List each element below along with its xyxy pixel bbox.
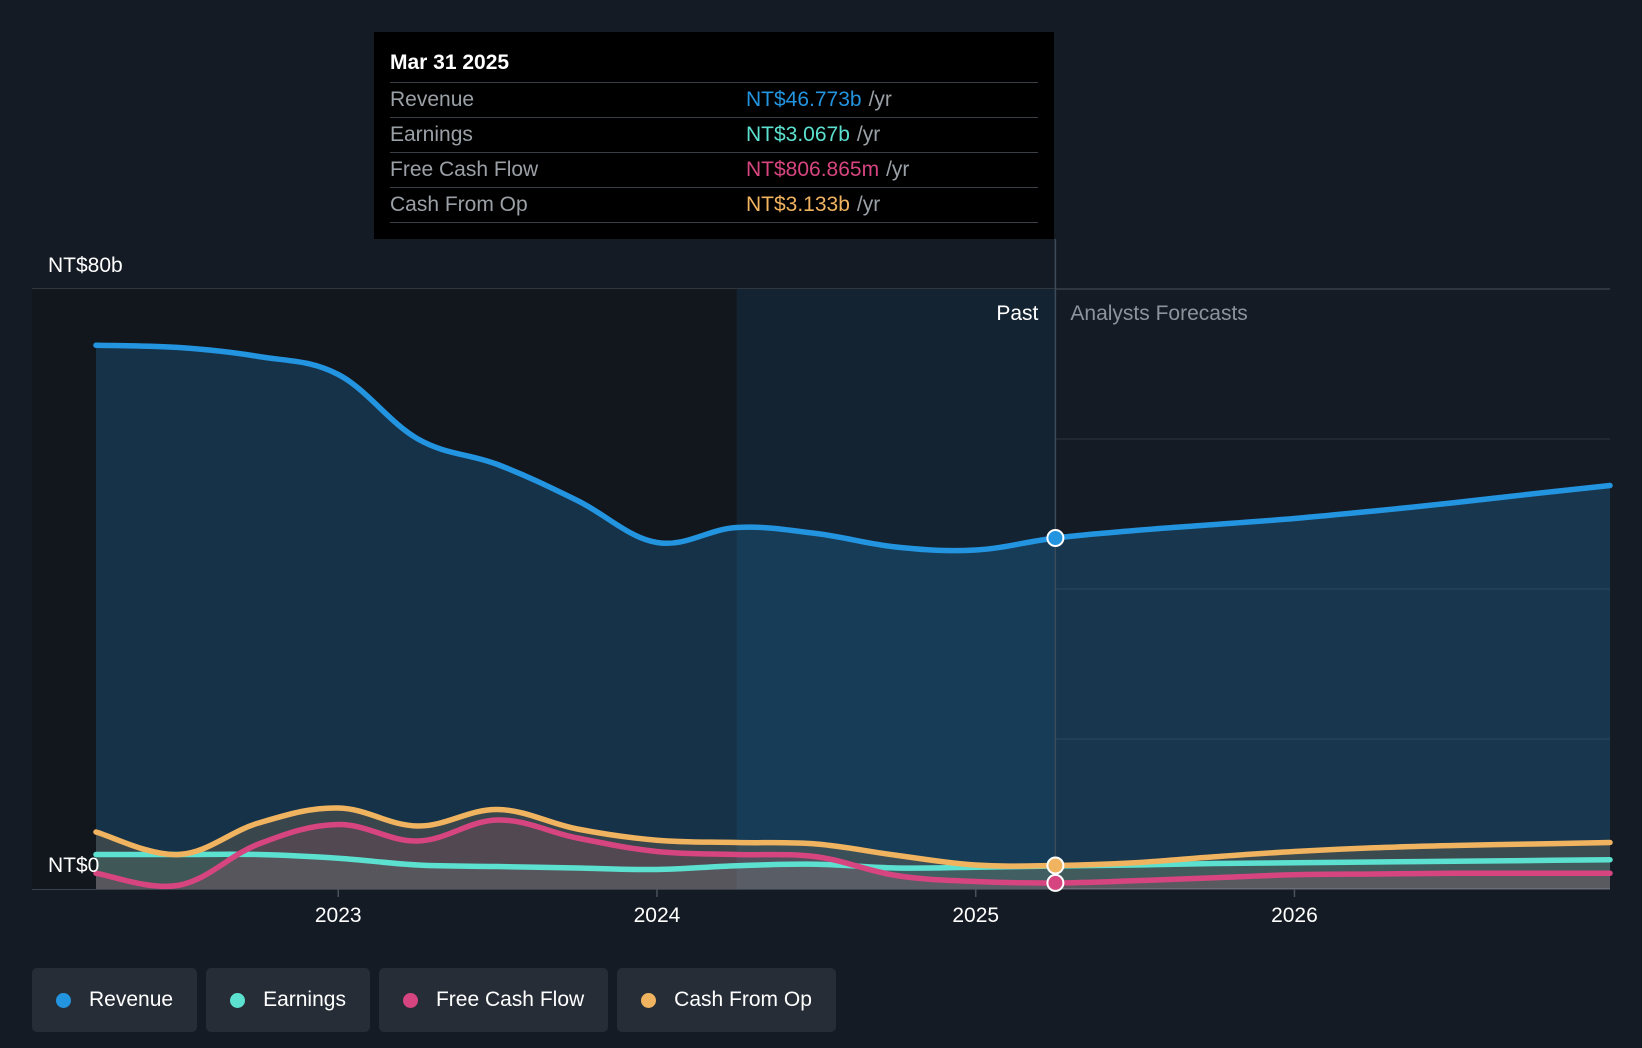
y-tick-label-bottom: NT$0	[48, 854, 99, 877]
series-markers	[1046, 529, 1065, 892]
legend-dot-icon	[641, 992, 657, 1008]
marker-cash-from-op	[1046, 856, 1065, 875]
tooltip-unit: /yr	[868, 88, 892, 111]
tooltip-label: Revenue	[390, 88, 475, 111]
legend-item-revenue[interactable]: Revenue	[32, 968, 198, 1032]
past-region-background	[32, 289, 1056, 889]
x-axis-ticks: 2023 2024 2025 2026	[315, 889, 1318, 927]
tooltip-row-earnings: Earnings NT$3.067b /yr	[390, 117, 1038, 152]
tooltip-unit: /yr	[886, 158, 910, 181]
line-free-cash-flow	[93, 817, 1613, 890]
tooltip-value: NT$3.133b	[746, 193, 850, 216]
legend-dot-icon	[402, 992, 418, 1008]
forecast-label: Analysts Forecasts	[1070, 302, 1247, 325]
tooltip-date: Mar 31 2025	[390, 51, 510, 74]
legend-item-cash-from-op[interactable]: Cash From Op	[617, 968, 836, 1032]
legend-label: Revenue	[89, 988, 174, 1011]
x-tick-label: 2025	[952, 904, 999, 927]
past-label: Past	[996, 302, 1038, 325]
tooltip-value: NT$806.865m	[746, 158, 880, 181]
tooltip-row-cash-from-op: Cash From Op NT$3.133b /yr	[390, 187, 1038, 223]
line-cash-from-op	[93, 805, 1613, 869]
legend-label: Free Cash Flow	[435, 988, 585, 1011]
legend-dot-icon	[230, 992, 246, 1008]
y-tick-label-top: NT$80b	[48, 254, 123, 277]
legend-item-earnings[interactable]: Earnings	[206, 968, 370, 1032]
legend-item-free-cash-flow[interactable]: Free Cash Flow	[378, 968, 609, 1032]
legend-label: Cash From Op	[674, 988, 812, 1011]
highlight-region	[736, 289, 1056, 889]
series-lines	[93, 342, 1613, 890]
tooltip-value: NT$46.773b	[746, 88, 862, 111]
tooltip: Mar 31 2025 Revenue NT$46.773b /yr Earni…	[374, 32, 1054, 239]
area-earnings	[96, 854, 1610, 889]
tooltip-label: Earnings	[390, 123, 473, 146]
legend-dot-icon	[56, 992, 71, 1008]
tooltip-value: NT$3.067b	[746, 123, 850, 146]
x-tick-label: 2023	[315, 904, 362, 927]
tooltip-row-revenue: Revenue NT$46.773b /yr	[390, 82, 1038, 117]
tooltip-row-free-cash-flow: Free Cash Flow NT$806.865m /yr	[390, 152, 1038, 187]
tooltip-unit: /yr	[856, 123, 881, 146]
legend-label: Earnings	[263, 988, 346, 1011]
marker-revenue	[1046, 529, 1065, 547]
area-revenue	[96, 345, 1610, 889]
tooltip-label: Cash From Op	[390, 193, 528, 216]
line-revenue	[93, 342, 1613, 554]
tooltip-label: Free Cash Flow	[390, 158, 539, 181]
legend: Revenue Earnings Free Cash Flow Cash Fro…	[32, 968, 836, 1032]
marker-free-cash-flow	[1046, 873, 1065, 892]
x-tick-label: 2024	[634, 904, 681, 927]
area-free-cash-flow	[96, 819, 1610, 889]
tooltip-unit: /yr	[856, 193, 881, 216]
x-tick-label: 2026	[1271, 904, 1318, 927]
